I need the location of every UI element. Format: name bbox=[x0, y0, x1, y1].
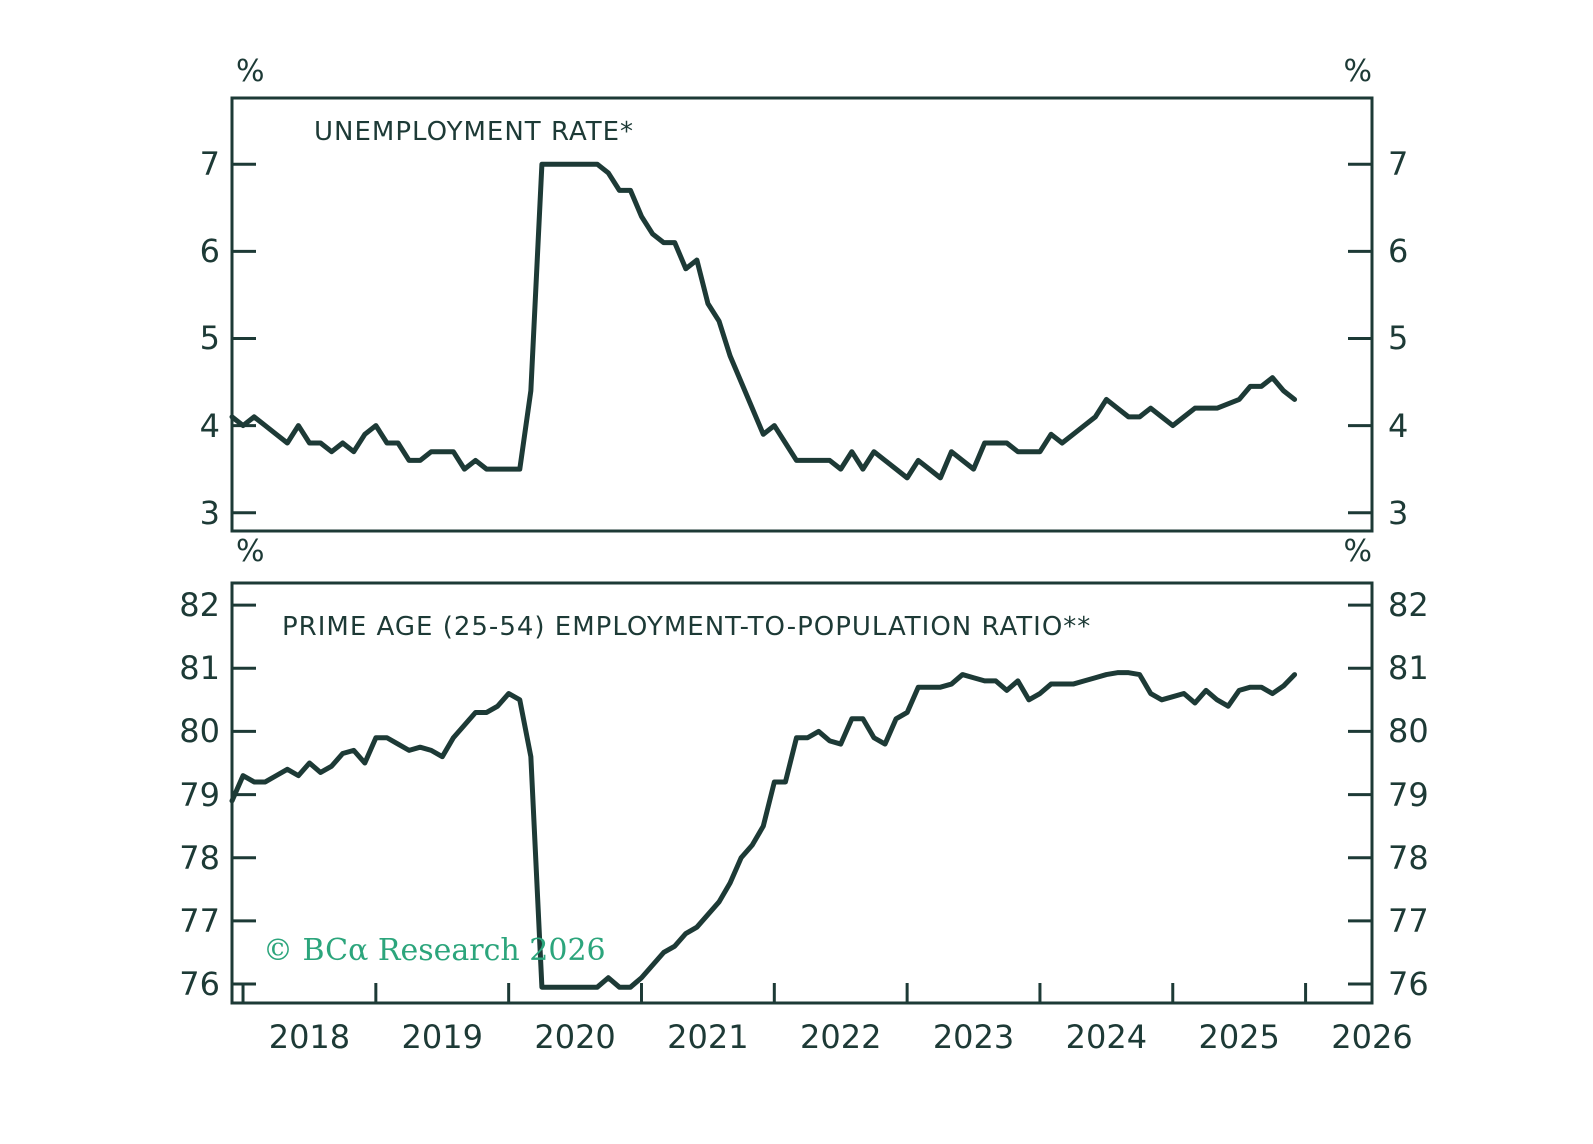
y-tick-label-left: 76 bbox=[179, 965, 220, 1004]
y-tick-label-left: 77 bbox=[179, 901, 220, 940]
unit-percent-top-left: % bbox=[236, 54, 265, 89]
y-tick-label-right: 4 bbox=[1388, 406, 1409, 445]
y-tick-label-left: 6 bbox=[199, 232, 220, 271]
x-tick-label-year: 2026 bbox=[1331, 1018, 1413, 1056]
y-tick-label-right: 6 bbox=[1388, 232, 1409, 271]
x-tick-label-year: 2024 bbox=[1065, 1018, 1148, 1056]
x-tick-label-year: 2019 bbox=[401, 1018, 483, 1056]
y-tick-label-right: 80 bbox=[1388, 712, 1429, 751]
panel-border bbox=[230, 96, 1374, 533]
panel-title-epop: PRIME AGE (25-54) EMPLOYMENT-TO-POPULATI… bbox=[282, 612, 1092, 642]
x-tick-label-year: 2022 bbox=[799, 1018, 882, 1056]
y-tick-label-left: 5 bbox=[199, 319, 220, 358]
x-tick-label-year: 2018 bbox=[268, 1018, 351, 1056]
watermark-bca-research: © BCα Research 2026 bbox=[263, 933, 606, 968]
panel-border bbox=[230, 581, 1374, 1005]
y-tick-label-right: 5 bbox=[1388, 319, 1409, 358]
y-tick-label-left: 4 bbox=[199, 406, 220, 445]
y-tick-label-right: 76 bbox=[1388, 965, 1429, 1004]
y-tick-label-right: 82 bbox=[1388, 586, 1429, 625]
y-tick-label-right: 81 bbox=[1388, 649, 1429, 688]
y-tick-label-left: 82 bbox=[179, 586, 220, 625]
y-tick-label-right: 7 bbox=[1388, 145, 1409, 184]
y-tick-label-left: 78 bbox=[179, 838, 220, 877]
unit-percent-bottom-left: % bbox=[236, 534, 265, 569]
x-tick-label-year: 2023 bbox=[932, 1018, 1015, 1056]
x-tick-label-year: 2021 bbox=[667, 1018, 749, 1056]
y-tick-label-left: 80 bbox=[179, 712, 220, 751]
unit-percent-bottom-right: % bbox=[1343, 534, 1372, 569]
x-tick-label-year: 2020 bbox=[534, 1018, 616, 1056]
y-tick-label-right: 79 bbox=[1388, 775, 1429, 814]
y-tick-label-left: 3 bbox=[199, 493, 220, 532]
series-line-unemployment-rate bbox=[229, 161, 1298, 481]
y-tick-label-left: 7 bbox=[199, 145, 220, 184]
y-tick-label-left: 81 bbox=[179, 649, 220, 688]
y-tick-label-left: 79 bbox=[179, 775, 220, 814]
series-line-prime-age-epop bbox=[229, 670, 1298, 990]
unit-percent-top-right: % bbox=[1343, 54, 1372, 89]
panel-title-unemployment: UNEMPLOYMENT RATE* bbox=[314, 117, 635, 147]
y-tick-label-right: 3 bbox=[1388, 493, 1409, 532]
y-tick-label-right: 78 bbox=[1388, 838, 1429, 877]
x-tick-label-year: 2025 bbox=[1198, 1018, 1280, 1056]
y-tick-label-right: 77 bbox=[1388, 901, 1429, 940]
